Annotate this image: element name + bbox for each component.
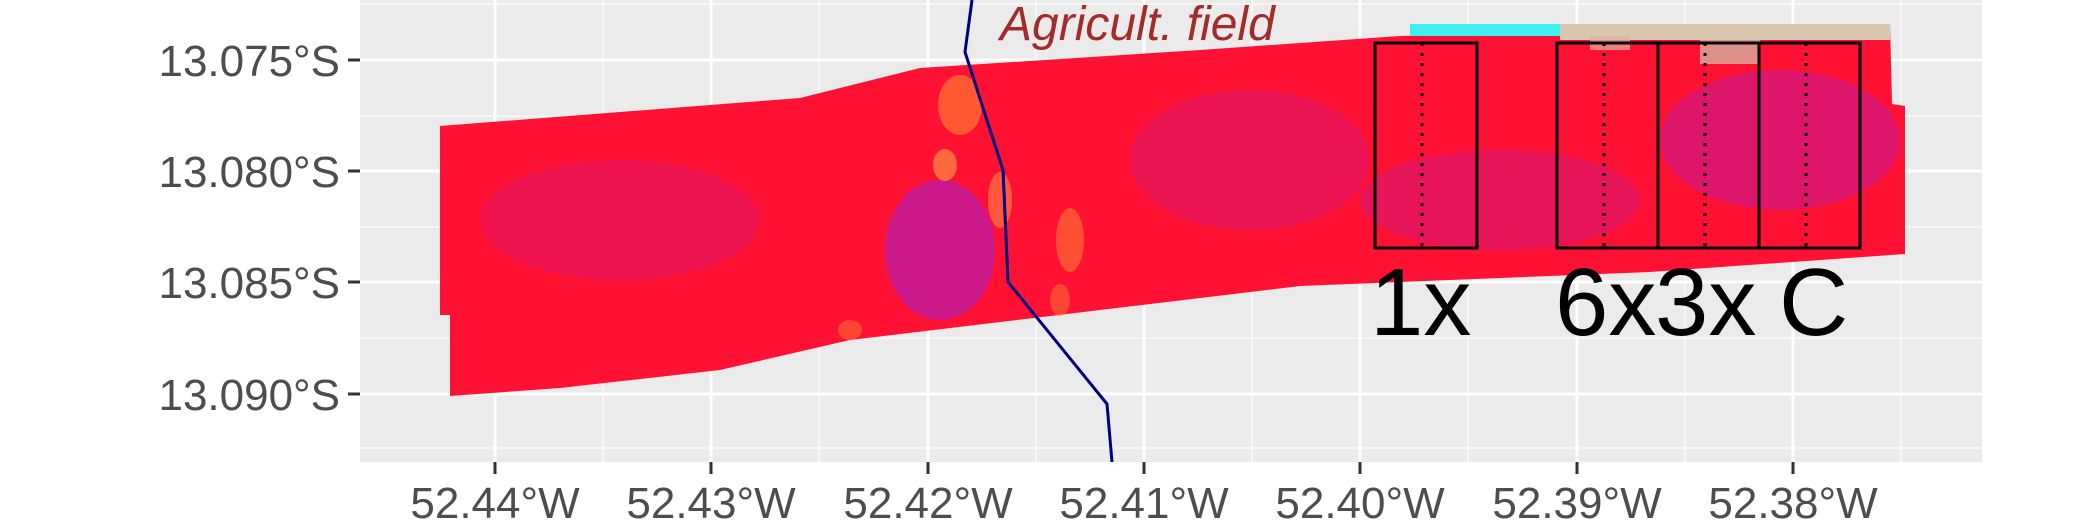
raster-orange-patch — [1056, 208, 1084, 272]
raster-orange-patch — [933, 149, 957, 181]
raster-purple-patch — [1660, 70, 1900, 210]
region-label: Agricult. field — [997, 0, 1276, 51]
raster-orange-patch — [838, 320, 862, 340]
plot-centerlines — [1420, 43, 1808, 248]
x-tick-label: 52.41°W — [1059, 479, 1229, 528]
y-tick-label: 13.090°S — [158, 371, 340, 420]
plot-label-3x: 3x — [1655, 249, 1756, 356]
plot-1x-outline — [1373, 41, 1479, 250]
y-tick-label: 13.080°S — [158, 148, 340, 197]
plot-label-c: C — [1779, 249, 1848, 356]
y-tick-label: 13.075°S — [158, 37, 340, 86]
x-axis: 52.44°W 52.43°W 52.42°W 52.41°W 52.40°W … — [410, 462, 1878, 528]
plot-label-6x: 6x — [1555, 249, 1656, 356]
x-tick-label: 52.42°W — [843, 479, 1013, 528]
raster-purple-patch — [1130, 90, 1370, 230]
x-tick-label: 52.43°W — [626, 479, 796, 528]
raster-orange-patch — [938, 75, 982, 135]
raster-cyan-patch — [1410, 24, 1560, 36]
plot-c-outline — [1757, 41, 1862, 250]
raster-orange-patch — [1050, 284, 1070, 316]
raster-tan-patch — [1560, 24, 1890, 40]
y-axis: 13.075°S 13.080°S 13.085°S 13.090°S — [158, 37, 360, 420]
plot-outlines — [1373, 41, 1862, 250]
y-tick-label: 13.085°S — [158, 259, 340, 308]
plot-label-1x: 1x — [1370, 249, 1471, 356]
raster-purple-patch — [480, 160, 760, 280]
x-tick-label: 52.39°W — [1492, 479, 1662, 528]
x-tick-label: 52.40°W — [1275, 479, 1445, 528]
raster-strip — [440, 24, 1905, 396]
raster-purple-patch — [1360, 150, 1640, 250]
raster-layer — [440, 24, 1905, 396]
raster-orange-patch — [988, 172, 1012, 228]
x-tick-label: 52.38°W — [1708, 479, 1878, 528]
field-boundary-line — [963, 0, 1114, 462]
raster-purple-patch — [885, 180, 995, 320]
x-tick-label: 52.44°W — [410, 479, 580, 528]
